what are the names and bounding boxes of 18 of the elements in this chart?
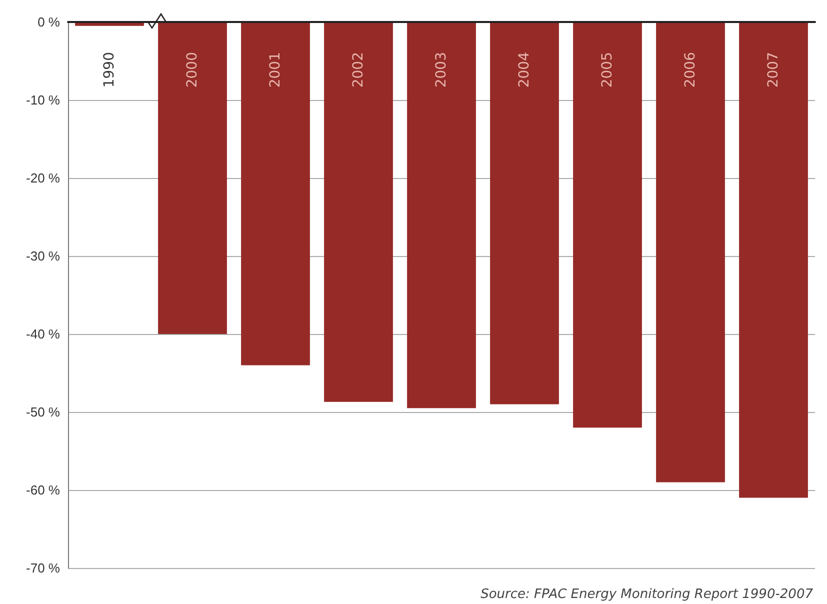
- x-tick-label: 2002: [350, 52, 366, 88]
- x-tick-label: 2006: [682, 52, 698, 88]
- x-tick-label: 2000: [184, 52, 200, 88]
- y-tick-label: -40 %: [26, 326, 60, 342]
- x-tick-label: 2004: [516, 52, 532, 88]
- x-tick-label: 1990: [102, 52, 118, 88]
- x-tick-label: 2005: [600, 52, 616, 88]
- y-tick-label: -30 %: [26, 248, 60, 264]
- source-note: Source: FPAC Energy Monitoring Report 1990-2007: [480, 587, 813, 602]
- x-tick-label: 2001: [268, 52, 284, 88]
- y-tick-label: 0 %: [38, 14, 60, 30]
- y-tick-label: -70 %: [26, 560, 60, 576]
- x-tick-label: 2007: [766, 52, 782, 88]
- y-tick-label: -50 %: [26, 404, 60, 420]
- y-tick-label: -10 %: [26, 92, 60, 108]
- y-tick-label: -20 %: [26, 170, 60, 186]
- y-tick-label: -60 %: [26, 482, 60, 498]
- x-tick-label: 2003: [434, 52, 450, 88]
